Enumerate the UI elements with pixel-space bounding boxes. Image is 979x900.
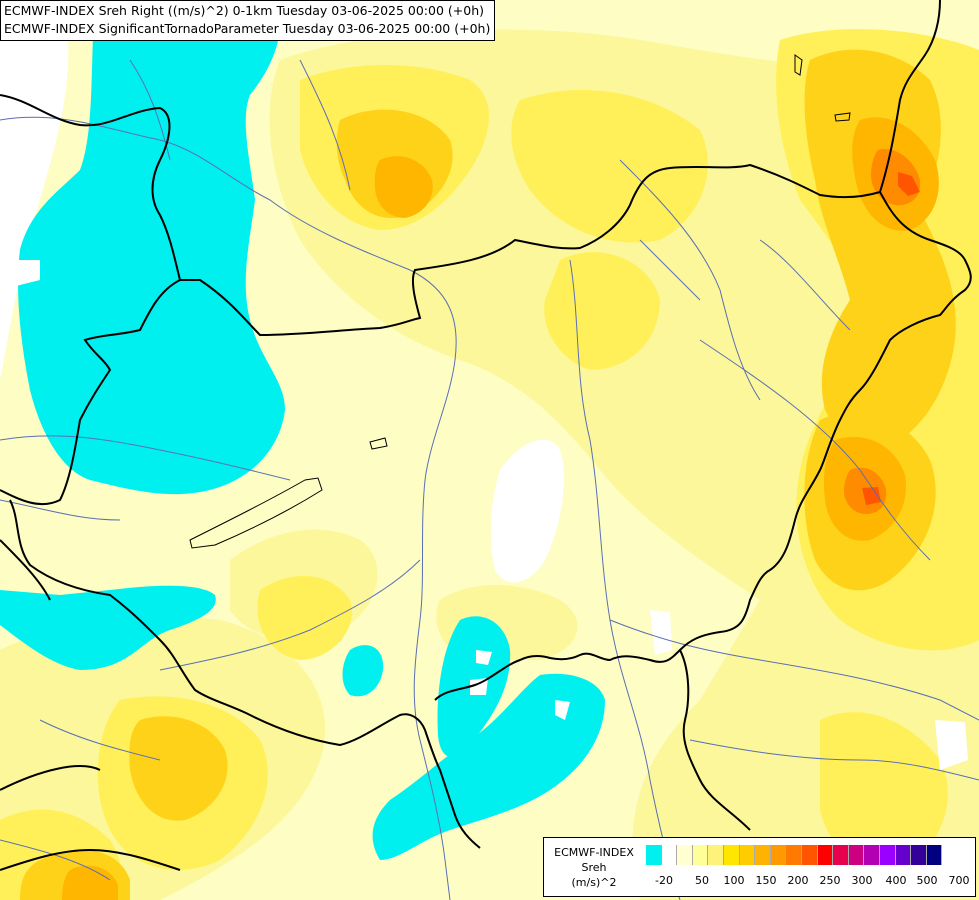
legend-tick-label: 100 [723,874,745,887]
title-line-sreh: ECMWF-INDEX Sreh Right ((m/s)^2) 0-1km T… [4,3,484,18]
lakes [189,54,851,549]
legend-tick-label: -20 [655,874,673,887]
legend-ticks: -20 50 100 150 200 250 300 400 500 700 [646,874,974,888]
legend-swatch [848,845,865,865]
legend-swatch [801,845,818,865]
legend-swatch [786,845,802,865]
border-west [0,279,181,506]
border-south-coast [0,539,51,601]
legend-swatch [911,845,927,865]
legend-swatch [677,845,693,865]
title-line-stp: ECMWF-INDEX SignificantTornadoParameter … [4,21,491,36]
legend-swatch [833,845,849,865]
legend-source: ECMWF-INDEX [554,846,634,859]
legend-swatch [895,845,912,865]
map-title: ECMWF-INDEX Sreh Right ((m/s)^2) 0-1km T… [0,0,496,41]
legend-swatch [739,845,756,865]
balaton-lake [189,477,323,549]
country-borders [0,0,972,871]
cyan-holes [0,260,570,720]
legend-swatch [692,845,709,865]
border-east [879,0,941,193]
legend-swatch [864,845,880,865]
legend-swatch [646,845,662,865]
legend-swatch [879,845,896,865]
legend-swatch [755,845,771,865]
border-south-west [9,499,481,849]
legend-swatch [661,845,678,865]
legend-tick-label: 400 [885,874,907,887]
rivers [0,59,979,900]
color-legend: ECMWF-INDEX Sreh (m/s)^2 -20 50 100 150 200 2… [543,837,976,897]
sreh-level-300 [862,172,920,505]
legend-tick-label: 300 [851,874,873,887]
legend-tick-label: 50 [695,874,709,887]
legend-tick-label: 150 [755,874,777,887]
legend-tick-label: 500 [916,874,938,887]
legend-tick-label: 700 [948,874,970,887]
legend-tick-label: 250 [819,874,841,887]
legend-unit: (m/s)^2 [571,876,617,889]
legend-swatch [723,845,740,865]
border-south [679,649,751,831]
legend-parameter: Sreh [581,861,607,874]
legend-tick-label: 200 [787,874,809,887]
sreh-level-negative [0,0,605,860]
legend-title: ECMWF-INDEX Sreh (m/s)^2 [546,845,642,890]
legend-swatch [926,845,943,865]
legend-swatch [708,845,724,865]
legend-swatch [770,845,787,865]
border-north [0,94,972,701]
legend-swatches [646,845,943,865]
legend-swatch [817,845,834,865]
